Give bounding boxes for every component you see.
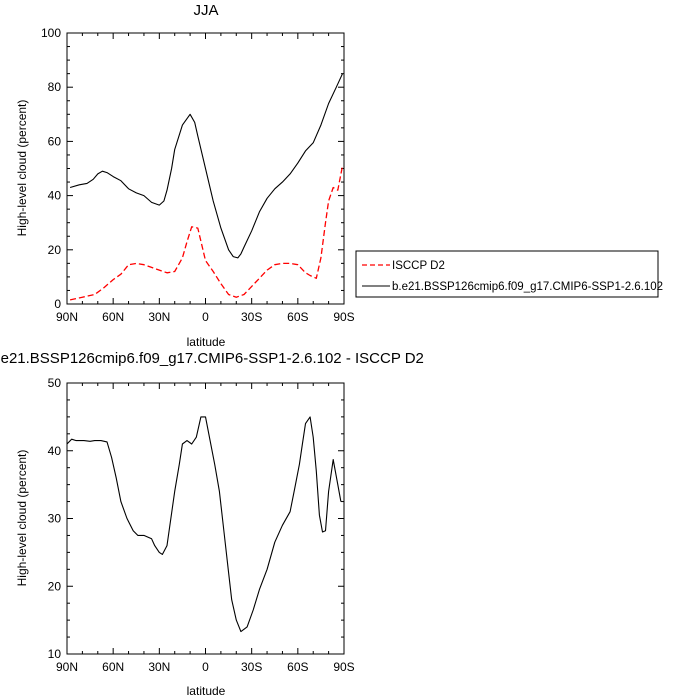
y-tick-label: 0 [54,297,61,311]
y-tick-label: 10 [48,647,62,661]
x-tick-label: 60S [287,310,308,324]
y-tick-label: 40 [48,189,62,203]
y-tick-label: 80 [48,80,62,94]
legend-box [355,250,659,298]
plot-frame [66,382,345,655]
chart-title: JJA [193,2,218,19]
series-line-1 [66,416,342,633]
y-ticks: 0 20 40 60 80 100 [41,26,344,311]
y-tick-label: 50 [48,376,62,390]
series-line-1 [69,165,344,301]
series-lines [66,416,342,633]
y-tick-label: 20 [48,243,62,257]
y-ticks: 10 20 30 40 50 [48,376,344,661]
x-tick-label: 0 [202,660,209,674]
panel-top: JJA 90N 60N 30N 0 30S 60S 90S 0 20 40 60 80 100 lat… [15,2,355,349]
x-tick-label: 60N [102,660,124,674]
x-tick-label: 0 [202,310,209,324]
legend-label-isccp: ISCCP D2 [392,260,445,272]
legend-label-model: b.e21.BSSP126cmip6.f09_g17.CMIP6-SSP1-2.… [392,281,663,293]
x-tick-label: 60N [102,310,124,324]
x-tick-label: 30N [148,660,170,674]
x-axis-label: latitude [187,684,226,698]
y-tick-label: 40 [48,444,62,458]
x-tick-label: 30S [241,310,262,324]
x-tick-label: 90S [333,310,354,324]
y-tick-label: 30 [48,512,62,526]
y-tick-label: 60 [48,134,62,148]
x-ticks: 90N 60N 30N 0 30S 60S 90S [56,33,355,324]
x-ticks: 90N 60N 30N 0 30S 60S 90S [56,383,355,674]
y-axis-label: High-level cloud (percent) [15,100,29,237]
x-tick-label: 60S [287,660,308,674]
x-tick-label: 90N [56,660,78,674]
series-line-2 [69,73,343,259]
chart-title: b.e21.BSSP126cmip6.f09_g17.CMIP6-SSP1-2.… [0,350,424,367]
y-tick-label: 100 [41,26,61,40]
series-lines [69,73,344,301]
x-tick-label: 90S [333,660,354,674]
x-axis-label: latitude [187,335,226,349]
panel-bottom: b.e21.BSSP126cmip6.f09_g17.CMIP6-SSP1-2.… [0,350,424,698]
x-tick-label: 30N [148,310,170,324]
x-tick-label: 90N [56,310,78,324]
y-axis-label: High-level cloud (percent) [15,450,29,587]
legend: ISCCP D2 b.e21.BSSP126cmip6.f09_g17.CMIP… [355,250,663,298]
x-tick-label: 30S [241,660,262,674]
y-tick-label: 20 [48,579,62,593]
